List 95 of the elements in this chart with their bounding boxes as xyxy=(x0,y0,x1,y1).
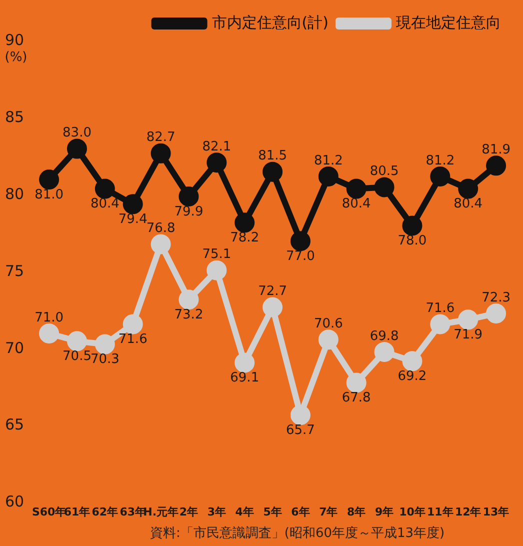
point xyxy=(66,331,87,352)
point xyxy=(458,178,478,199)
data-label: 78.2 xyxy=(230,230,260,246)
point xyxy=(374,342,394,362)
point xyxy=(150,143,171,164)
data-label: 81.9 xyxy=(482,142,511,158)
x-tick-label: 13年 xyxy=(482,505,510,518)
y-tick-label: 70 xyxy=(4,338,24,357)
point xyxy=(39,170,60,190)
point xyxy=(94,334,115,354)
data-label: 79.4 xyxy=(118,212,148,228)
x-tick-label: 9年 xyxy=(374,505,394,518)
point xyxy=(430,314,450,334)
data-label: 70.5 xyxy=(62,349,92,364)
point xyxy=(458,310,478,330)
y-tick-label: 60 xyxy=(4,492,24,511)
data-label: 71.6 xyxy=(118,332,148,348)
x-tick-label: 7年 xyxy=(319,505,338,518)
point xyxy=(122,194,143,214)
data-label: 81.0 xyxy=(34,187,64,202)
point xyxy=(234,212,255,233)
x-tick-label: 6年 xyxy=(291,505,310,518)
x-tick-label: 11年 xyxy=(427,505,454,518)
point xyxy=(66,138,87,159)
data-label: 72.7 xyxy=(258,284,288,300)
data-label: 83.0 xyxy=(62,126,92,141)
data-label: 81.2 xyxy=(426,153,455,168)
point xyxy=(262,162,283,182)
data-label: 78.0 xyxy=(398,234,427,249)
data-label: 79.9 xyxy=(174,204,204,220)
x-tick-label: 12年 xyxy=(454,505,482,518)
y-tick-label: 65 xyxy=(4,416,24,434)
point xyxy=(94,178,115,199)
point xyxy=(486,303,506,324)
x-tick-label: 10年 xyxy=(399,505,426,518)
legend-label: 現在地定住意向 xyxy=(396,13,501,32)
data-label: 80.5 xyxy=(370,164,399,180)
point xyxy=(346,372,366,393)
y-tick-label: 75 xyxy=(4,262,24,280)
data-label: 72.3 xyxy=(482,290,511,306)
point xyxy=(150,234,171,254)
data-label: 71.0 xyxy=(34,310,64,326)
data-label: 70.6 xyxy=(314,316,343,332)
data-label: 71.6 xyxy=(426,301,455,316)
data-label: 82.1 xyxy=(202,139,232,154)
data-label: 77.0 xyxy=(286,248,315,264)
point xyxy=(178,290,199,310)
data-label: 70.3 xyxy=(90,352,120,368)
point xyxy=(318,330,338,350)
y-tick-label: 80 xyxy=(4,184,24,203)
point xyxy=(290,231,310,252)
data-label: 80.4 xyxy=(90,196,120,212)
x-tick-label: 61年 xyxy=(64,505,90,518)
point xyxy=(122,314,143,334)
point xyxy=(206,260,227,280)
point xyxy=(206,152,227,173)
data-label: 75.1 xyxy=(202,247,232,262)
point xyxy=(402,351,422,372)
data-label: 81.2 xyxy=(314,153,343,168)
data-label: 69.2 xyxy=(398,369,427,384)
data-label: 82.7 xyxy=(146,130,176,146)
x-tick-label: 8年 xyxy=(347,505,366,518)
point xyxy=(39,323,60,344)
data-label: 81.5 xyxy=(258,148,288,164)
point xyxy=(346,178,366,199)
data-label: 69.8 xyxy=(370,328,399,344)
x-tick-label: 5年 xyxy=(263,505,282,518)
x-tick-label: S60年 xyxy=(32,505,66,518)
x-tick-label: H.元年 xyxy=(143,505,178,518)
point xyxy=(318,166,338,186)
y-tick-label: 90 xyxy=(4,30,24,49)
data-label: 80.4 xyxy=(454,196,483,212)
data-label: 67.8 xyxy=(342,390,371,406)
data-label: 69.1 xyxy=(230,370,260,386)
data-label: 71.9 xyxy=(454,327,483,342)
data-label: 80.4 xyxy=(342,196,371,212)
data-label: 73.2 xyxy=(174,307,204,322)
point xyxy=(430,166,450,186)
data-label: 65.7 xyxy=(286,422,315,438)
point xyxy=(486,156,506,176)
legend-label: 市内定住意向(計) xyxy=(212,13,329,32)
y-tick-label: 85 xyxy=(4,108,24,126)
point xyxy=(290,405,310,426)
point xyxy=(234,352,255,373)
text: 資料:「市民意識調査」(昭和60年度～平成13年度) xyxy=(150,525,445,542)
point xyxy=(402,216,422,236)
point xyxy=(262,297,283,318)
x-tick-label: 2年 xyxy=(179,505,198,518)
point xyxy=(374,177,394,198)
data-label: 76.8 xyxy=(146,221,176,236)
x-tick-label: 62年 xyxy=(92,505,118,518)
y-axis-title: (%) xyxy=(4,50,28,65)
point xyxy=(178,186,199,206)
x-tick-label: 3年 xyxy=(207,505,226,518)
x-tick-label: 4年 xyxy=(235,505,254,518)
